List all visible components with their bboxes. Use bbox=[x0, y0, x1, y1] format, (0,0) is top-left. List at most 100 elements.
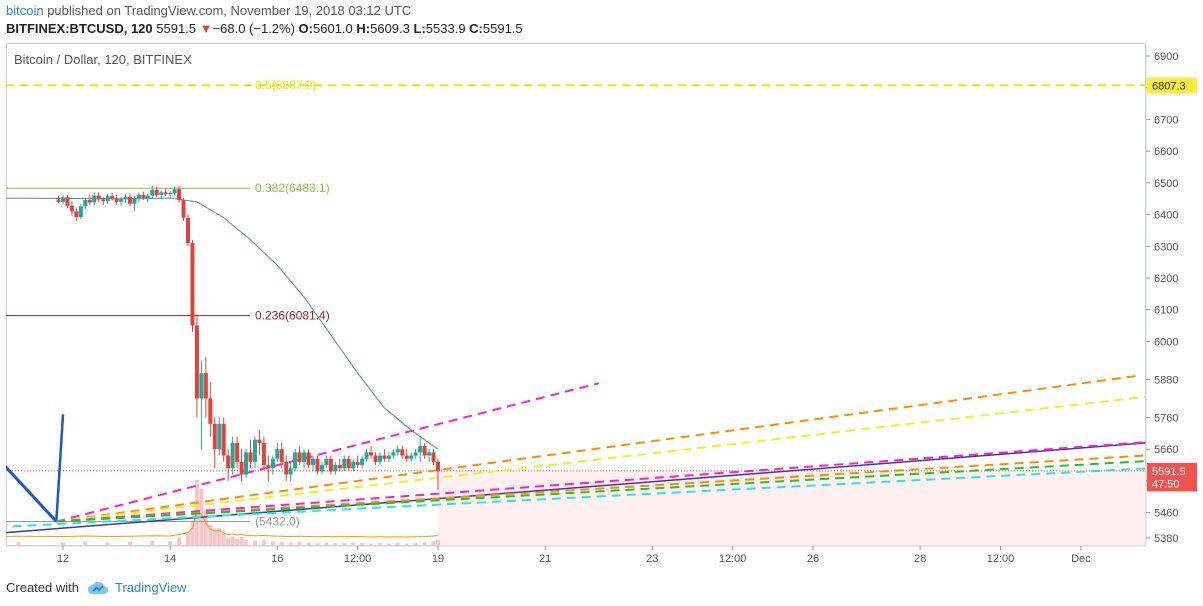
price-change: −68.0 (−1.2%) bbox=[212, 21, 295, 36]
candle-body bbox=[364, 452, 369, 459]
candle-body bbox=[123, 196, 128, 200]
candle-body bbox=[413, 452, 418, 456]
volume-bar bbox=[226, 537, 231, 546]
candle-body bbox=[391, 452, 396, 456]
volume-bar bbox=[369, 543, 374, 546]
price-badge-bg bbox=[1147, 462, 1197, 479]
candle-body bbox=[87, 199, 92, 203]
volume-bar bbox=[61, 542, 65, 546]
last-price: 5591.5 bbox=[156, 21, 197, 36]
price-badge-text: 47:50 bbox=[1152, 478, 1180, 490]
candle-body bbox=[311, 458, 315, 466]
volume-bar bbox=[342, 543, 347, 546]
volume-ma-line bbox=[6, 509, 439, 538]
candle-body bbox=[226, 455, 231, 469]
footer: Created with TradingView bbox=[6, 580, 187, 595]
price-axis-tick-label: 6100 bbox=[1154, 305, 1178, 317]
price-badge-bg bbox=[1147, 475, 1197, 492]
price-chart[interactable]: 0.5(6807.9) 0.382(6483.1) 0.236(6081.4) (54… bbox=[0, 0, 1203, 580]
volume-bar bbox=[288, 542, 293, 546]
time-axis-tick-label: 12 bbox=[57, 553, 69, 565]
candle-body bbox=[105, 196, 110, 202]
volume-bar bbox=[377, 543, 382, 546]
candle-body bbox=[306, 452, 311, 466]
candle-body bbox=[96, 195, 101, 200]
candle-body bbox=[217, 423, 222, 450]
fib-level-label: 0.5(6807.9) bbox=[255, 78, 316, 92]
close-label: C: bbox=[469, 21, 483, 36]
time-axis-tick-label: 19 bbox=[432, 553, 444, 565]
candle-body bbox=[199, 373, 204, 399]
candle-body bbox=[315, 458, 320, 472]
author-link[interactable]: bitcoin bbox=[6, 3, 44, 18]
candle-body bbox=[235, 442, 240, 462]
trendline-orange-lower bbox=[56, 454, 1146, 523]
fib-level-label: 0.236(6081.4) bbox=[255, 309, 330, 323]
high-value: 5609.3 bbox=[370, 21, 410, 36]
volume-bar bbox=[413, 543, 418, 546]
candle-body bbox=[333, 465, 338, 472]
candle-body bbox=[252, 439, 257, 462]
candle-body bbox=[275, 449, 280, 459]
high-label: H: bbox=[356, 21, 371, 36]
open-label: O: bbox=[298, 21, 313, 36]
candle-body bbox=[159, 192, 164, 195]
candle-body bbox=[369, 452, 374, 456]
candle-body bbox=[266, 465, 271, 469]
open-value: 5601.0 bbox=[313, 21, 353, 36]
candle-body bbox=[145, 195, 150, 199]
candle-body bbox=[279, 449, 284, 462]
candle-body bbox=[194, 325, 199, 399]
time-axis-tick-label: 28 bbox=[914, 553, 926, 565]
volume-bar bbox=[217, 528, 222, 546]
candle-body bbox=[78, 206, 83, 218]
volume-bar bbox=[239, 537, 244, 546]
candle-body bbox=[119, 199, 124, 202]
price-badge-text: 6807.3 bbox=[1152, 80, 1186, 92]
candle-body bbox=[190, 243, 195, 326]
candle-body bbox=[132, 198, 137, 204]
time-axis-tick-label: 14 bbox=[164, 553, 176, 565]
candle-body bbox=[288, 468, 293, 475]
candle-body bbox=[261, 442, 266, 466]
candle-body bbox=[395, 449, 400, 453]
candle-body bbox=[342, 458, 347, 469]
trendline-blue-downtrend bbox=[6, 464, 58, 523]
price-axis-tick-label: 6500 bbox=[1154, 178, 1178, 190]
fib-level-label: 0.382(6483.1) bbox=[255, 181, 330, 195]
candle-body bbox=[431, 452, 436, 462]
tradingview-link[interactable]: TradingView bbox=[114, 580, 187, 595]
volume-bar bbox=[422, 542, 427, 546]
close-value: 5591.5 bbox=[482, 21, 523, 36]
price-axis-tick-label: 6600 bbox=[1154, 146, 1178, 158]
price-axis-tick-label: 5460 bbox=[1154, 508, 1178, 520]
trendline-magenta-steep bbox=[56, 382, 599, 523]
candle-body bbox=[69, 205, 74, 212]
volume-bar bbox=[436, 540, 440, 546]
time-axis-tick-label: 21 bbox=[539, 553, 551, 565]
volume-bar bbox=[261, 540, 266, 546]
candle-body bbox=[324, 458, 329, 466]
time-axis-tick-label: 12:00 bbox=[719, 553, 747, 565]
trendline-green-lower bbox=[56, 460, 1146, 523]
candle-body bbox=[404, 455, 409, 459]
candle-body bbox=[61, 197, 65, 202]
volume-bar bbox=[360, 543, 365, 546]
candle-body bbox=[181, 199, 186, 218]
candle-body bbox=[427, 452, 432, 456]
candle-body bbox=[65, 197, 70, 206]
candle-body bbox=[83, 199, 88, 207]
price-axis-tick-label: 5760 bbox=[1154, 413, 1178, 425]
candle-body bbox=[400, 449, 405, 456]
candle-body bbox=[150, 189, 155, 196]
volume-bar bbox=[306, 542, 311, 546]
volume-bar bbox=[324, 542, 329, 546]
candle-body bbox=[168, 192, 173, 195]
fib-level-label: (5432.0) bbox=[255, 515, 300, 529]
candle-body bbox=[221, 423, 226, 456]
price-axis-tick-label: 5880 bbox=[1154, 374, 1178, 386]
candle-body bbox=[172, 189, 177, 193]
price-axis-tick-label: 6300 bbox=[1154, 241, 1178, 253]
candle-body bbox=[386, 455, 391, 459]
price-axis-tick-label: 5660 bbox=[1154, 444, 1178, 456]
